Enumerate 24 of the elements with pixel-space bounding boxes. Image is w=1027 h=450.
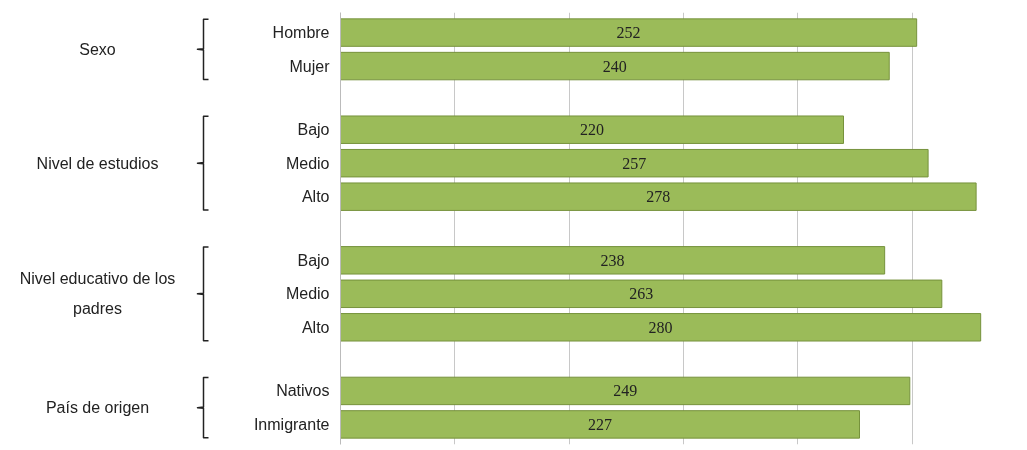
text: Nivel de estudios bbox=[36, 154, 159, 172]
data-label: 227 bbox=[588, 415, 612, 433]
data-label: 240 bbox=[602, 57, 627, 75]
y-tick-label: Inmigrante bbox=[253, 415, 330, 433]
data-label: 220 bbox=[580, 121, 604, 139]
y-tick-label: Medio bbox=[285, 154, 330, 172]
data-label: 238 bbox=[600, 251, 625, 269]
y-tick-label: Mujer bbox=[289, 57, 331, 75]
y-tick-label: Bajo bbox=[297, 121, 330, 139]
y-tick-label: Bajo bbox=[297, 251, 330, 269]
y-tick-label: Hombre bbox=[272, 24, 330, 42]
text: Sexo bbox=[79, 40, 116, 58]
y-tick-label: Alto bbox=[301, 318, 330, 336]
data-label: 263 bbox=[629, 285, 654, 303]
text: Nivel educativo de los padres bbox=[19, 270, 176, 318]
y-tick-label: Alto bbox=[301, 188, 330, 206]
y-tick-label: Nativos bbox=[276, 382, 330, 400]
data-label: 249 bbox=[613, 382, 638, 400]
text: País de origen bbox=[45, 399, 150, 417]
data-label: 280 bbox=[648, 318, 673, 336]
y-tick-label: Medio bbox=[285, 285, 330, 303]
data-label: 278 bbox=[646, 188, 671, 206]
data-label: 257 bbox=[622, 154, 647, 172]
data-label: 252 bbox=[616, 24, 641, 42]
